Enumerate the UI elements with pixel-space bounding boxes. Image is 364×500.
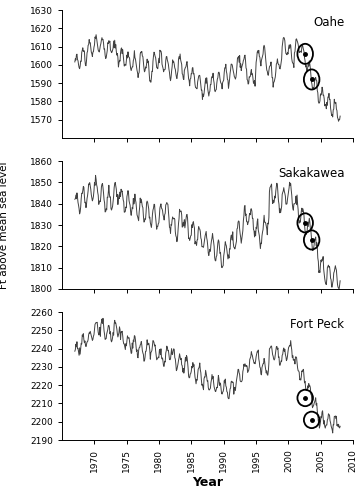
Text: Oahe: Oahe [313, 16, 344, 30]
Text: Ft above mean sea level: Ft above mean sea level [0, 161, 9, 289]
Text: Fort Peck: Fort Peck [290, 318, 344, 332]
X-axis label: Year: Year [192, 476, 223, 489]
Text: Sakakawea: Sakakawea [278, 168, 344, 180]
